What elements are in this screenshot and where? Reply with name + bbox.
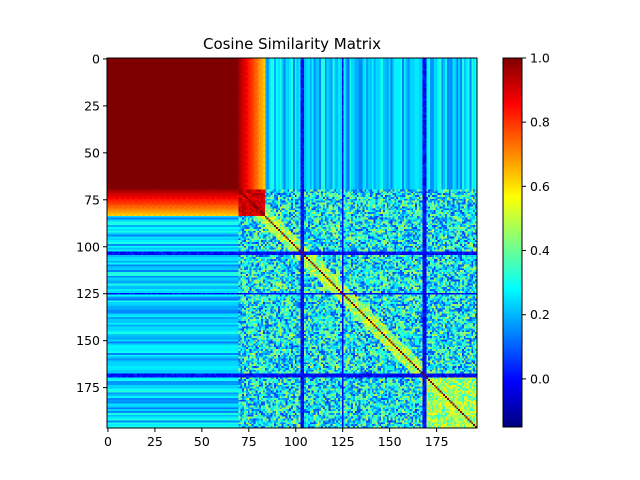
- x-tick-label: 0: [104, 434, 112, 449]
- colorbar-tick-label: 0.2: [530, 307, 550, 322]
- x-tick-label: 150: [378, 434, 402, 449]
- x-tick-label: 125: [331, 434, 355, 449]
- colorbar-tick-label: 0.0: [530, 371, 550, 386]
- heatmap-frame: [106, 57, 478, 429]
- colorbar-tick-label: 0.4: [530, 243, 550, 258]
- x-tick-label: 75: [241, 434, 257, 449]
- x-axis: 0 25 50 75 100 125 150 175: [104, 428, 449, 449]
- heatmap-border: [106, 57, 478, 429]
- y-tick-label: 100: [76, 239, 100, 254]
- x-tick-label: 50: [194, 434, 210, 449]
- colorbar-tick-label: 0.8: [530, 115, 550, 130]
- colorbar-axis: 0.0 0.2 0.4 0.6 0.8 1.0: [522, 51, 550, 386]
- colorbar-gradient: [502, 57, 523, 428]
- colorbar-tick-label: 1.0: [530, 51, 550, 66]
- x-tick-label: 175: [425, 434, 449, 449]
- y-axis: 0 25 50 75 100 125 150 175: [76, 51, 107, 395]
- y-tick-label: 75: [84, 192, 100, 207]
- chart-title: Cosine Similarity Matrix: [203, 35, 381, 53]
- y-tick-label: 0: [92, 51, 100, 66]
- heatmap-matrix: [107, 58, 477, 428]
- x-tick-label: 25: [147, 434, 163, 449]
- colorbar-tick-label: 0.6: [530, 179, 550, 194]
- colorbar: [502, 57, 523, 428]
- y-tick-label: 150: [76, 333, 100, 348]
- y-tick-label: 50: [84, 145, 100, 160]
- x-tick-label: 100: [284, 434, 308, 449]
- y-tick-label: 25: [84, 98, 100, 113]
- heatmap-image: [107, 58, 477, 428]
- y-tick-label: 125: [76, 286, 100, 301]
- y-tick-label: 175: [76, 380, 100, 395]
